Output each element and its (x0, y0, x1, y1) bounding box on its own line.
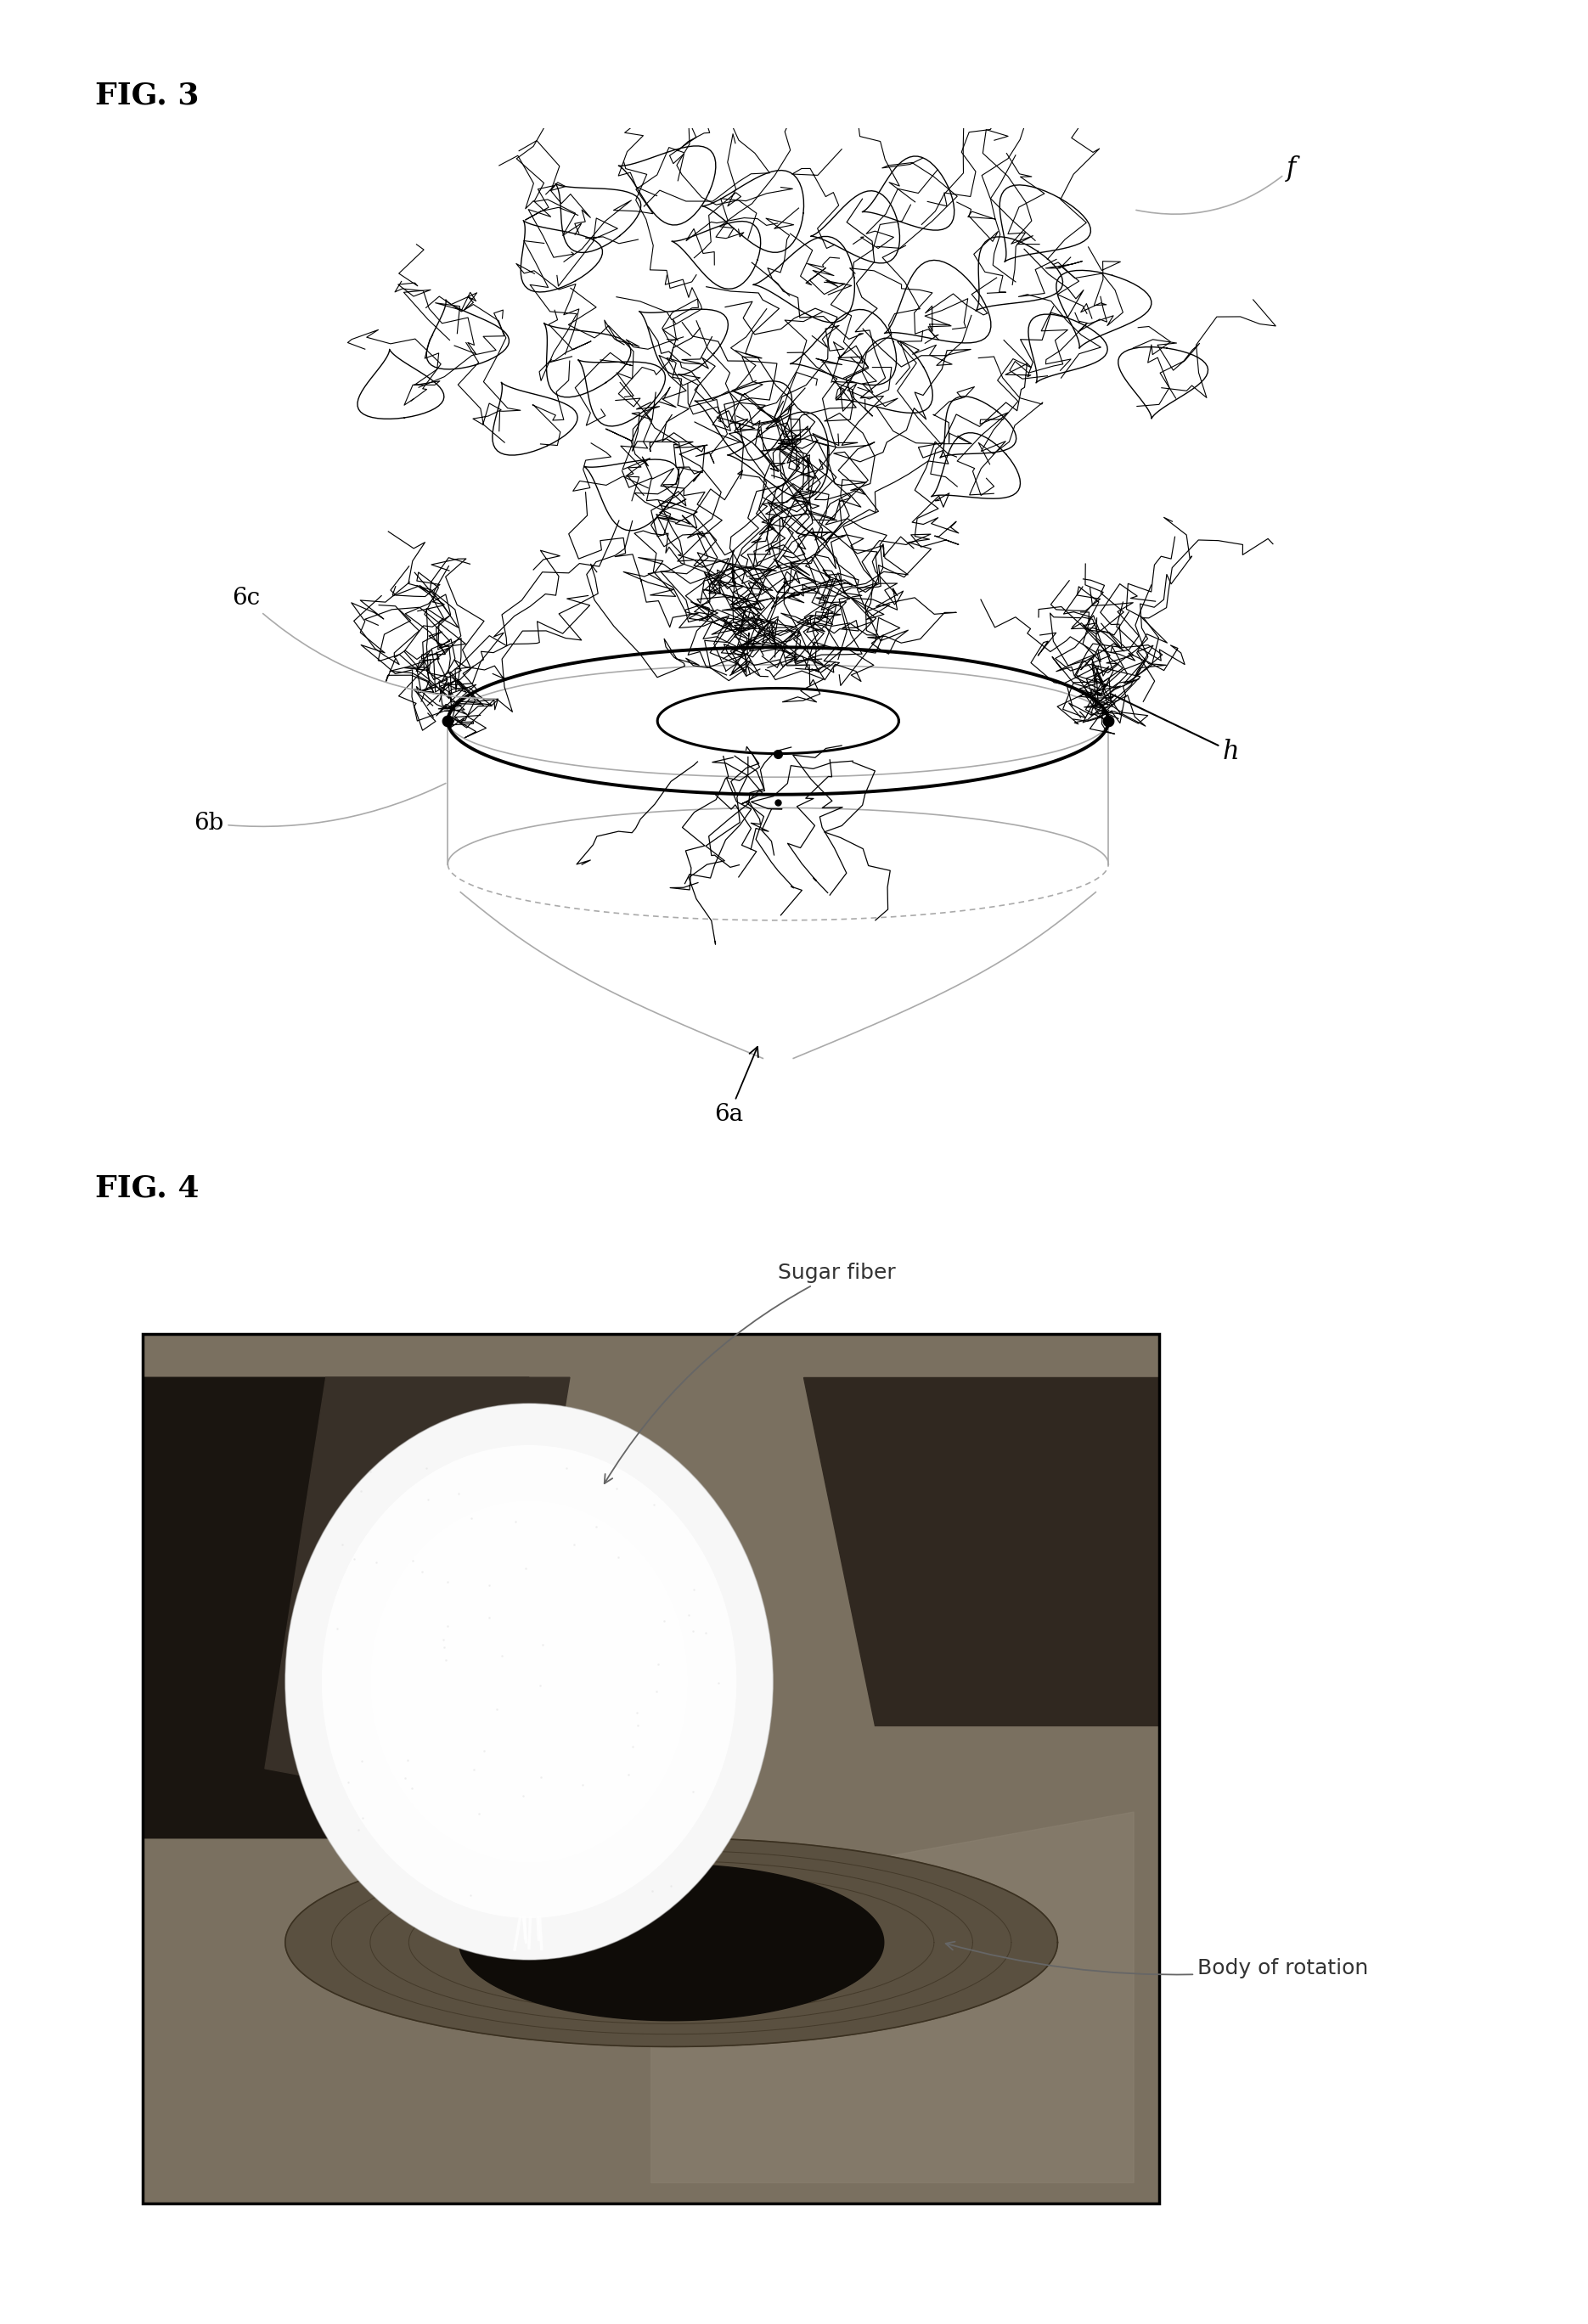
FancyBboxPatch shape (143, 1378, 427, 1813)
Text: 6b: 6b (194, 783, 446, 834)
Text: 6c: 6c (232, 586, 495, 700)
Ellipse shape (432, 1571, 627, 1792)
Text: 6a: 6a (715, 1046, 757, 1127)
Polygon shape (143, 1378, 529, 1838)
Text: FIG. 4: FIG. 4 (95, 1174, 200, 1202)
Text: f: f (1135, 156, 1296, 214)
Polygon shape (265, 1378, 570, 1813)
Ellipse shape (322, 1446, 737, 1917)
Bar (143, 1334, 1159, 2203)
Polygon shape (804, 1378, 1159, 1724)
Polygon shape (459, 1864, 885, 2020)
Ellipse shape (370, 1501, 688, 1862)
Text: Sugar fiber: Sugar fiber (605, 1262, 896, 1483)
Text: Body of rotation: Body of rotation (946, 1941, 1369, 1978)
Ellipse shape (286, 1404, 773, 1959)
Text: h: h (1110, 695, 1239, 765)
Polygon shape (651, 1813, 1134, 2182)
Bar (143, 1334, 1159, 2203)
Polygon shape (286, 1838, 1058, 2047)
Text: FIG. 3: FIG. 3 (95, 81, 200, 109)
